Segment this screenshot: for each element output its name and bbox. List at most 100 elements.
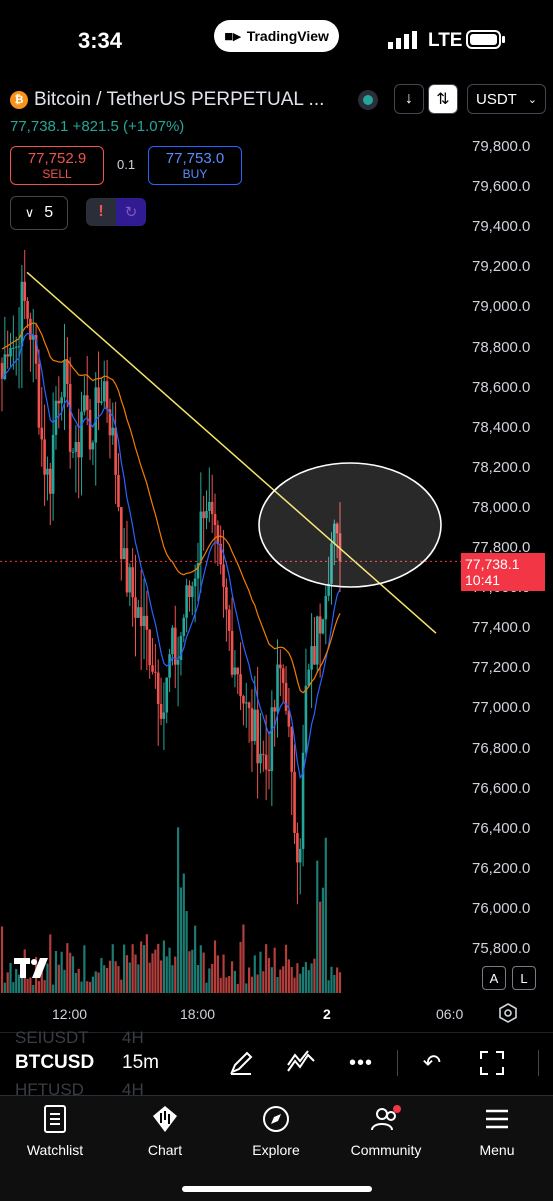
candle-body [253,709,257,742]
volume-bar [259,951,262,993]
tab-menu[interactable]: Menu [447,1102,547,1158]
volume-bar [80,981,83,993]
candle-body [88,409,92,450]
indicators-toggle[interactable]: ∨ 5 [10,196,68,230]
ghost-interval-bottom: 4H [122,1080,144,1099]
volume-bar [270,967,273,993]
volume-bar [338,972,342,993]
candle-body [205,510,208,519]
symbol-title[interactable]: ₿ Bitcoin / TetherUS PERPETUAL ... [10,88,324,112]
candle-body [335,523,339,534]
volume-bar [74,972,77,993]
candle-body [202,511,205,519]
volume-bar [304,962,308,993]
volume-bar [49,934,52,993]
candle-body [77,442,80,458]
time-tick: 06:0 [436,1006,464,1022]
indicators-button[interactable] [286,1048,316,1078]
candle-body [262,753,265,755]
candle-body [273,707,276,712]
tab-explore[interactable]: Explore [226,1102,326,1158]
candle-body [284,682,288,711]
candle-body [51,434,55,494]
settings-gear-icon[interactable] [497,1002,519,1024]
fullscreen-button[interactable] [477,1048,507,1078]
candle-body [83,395,86,412]
log-scale-button[interactable]: L [512,966,536,990]
candle-body [213,513,217,526]
candle-body [236,667,240,675]
candle-body [97,387,100,403]
download-button[interactable]: ↓ [394,84,424,114]
candle-body [301,752,305,849]
price-chart[interactable] [0,250,553,1000]
price-tick: 75,800.0 [472,940,531,957]
candle-body [230,630,234,675]
volume-bar [196,965,200,993]
price-tick: 79,400.0 [472,218,531,236]
more-button[interactable]: ••• [346,1048,376,1078]
volume-bar [91,976,94,993]
undo-button[interactable]: ↶ [417,1048,447,1078]
candle-body [219,544,223,565]
candle-body [250,708,254,742]
interval-selector[interactable]: 15m [122,1052,159,1073]
price-tick: 79,800.0 [472,138,531,155]
indicator-wave-icon [287,1050,315,1072]
candle-body [321,619,325,634]
volume-bar [103,965,106,993]
tab-community[interactable]: Community [336,1102,436,1158]
candle-body [139,607,143,627]
volume-bar [171,965,174,993]
currency-select[interactable]: USDT ⌄ [467,84,546,114]
alert-group[interactable]: ! ↻ [86,198,146,226]
volume-bar [57,964,60,993]
tradingview-pill[interactable]: ■▸ TradingView [214,20,339,52]
symbol-selector[interactable]: BTCUSD [15,1052,95,1073]
candle-body [165,677,169,713]
candle-body [105,381,109,410]
candle-body [134,597,137,618]
candle-body [54,400,58,435]
price-tick: 78,200.0 [472,458,531,476]
drawing-tool-button[interactable] [226,1048,256,1078]
tradingview-watermark-icon [14,958,48,978]
candle-body [259,753,262,764]
candle-body [168,654,171,678]
price-tick: 78,400.0 [472,418,531,436]
volume-bar [313,958,316,993]
candle-body [315,616,319,665]
candle-body [159,703,163,719]
volume-bar [40,966,43,993]
volume-bar [225,977,228,993]
volume-bar [88,981,92,993]
tab-watchlist[interactable]: Watchlist [5,1102,105,1158]
indicators-count: 5 [44,204,54,221]
auto-scale-button[interactable]: A [482,966,506,990]
ghost-interval-top: 4H [122,1028,144,1047]
tradingview-logo-icon: ■▸ [224,28,241,45]
volume-bar [228,975,231,993]
volume-bar [12,982,15,993]
candle-body [279,664,282,669]
sell-button[interactable]: 77,752.9 SELL [10,146,104,185]
quantity[interactable]: 0.1 [117,157,136,172]
candle-body [128,567,132,593]
volume-bar [199,945,202,993]
candle-body [63,360,66,398]
time-tick: 2 [323,1006,331,1022]
price-tick: 77,800.0 [472,539,531,556]
volume-bar [310,963,313,993]
market-status-icon[interactable] [358,90,378,110]
sync-icon[interactable]: ↻ [116,198,146,226]
tab-bar [0,1095,553,1201]
warning-icon[interactable]: ! [98,203,104,220]
volume-bar [324,837,327,993]
price-tick: 79,200.0 [472,258,531,276]
buy-button[interactable]: 77,753.0 BUY [148,146,242,185]
tab-chart[interactable]: Chart [115,1102,215,1158]
volume-bar [336,967,339,993]
volume-bar [29,977,32,993]
candle-body [122,548,126,560]
compare-button[interactable]: ⇅ [428,84,458,114]
